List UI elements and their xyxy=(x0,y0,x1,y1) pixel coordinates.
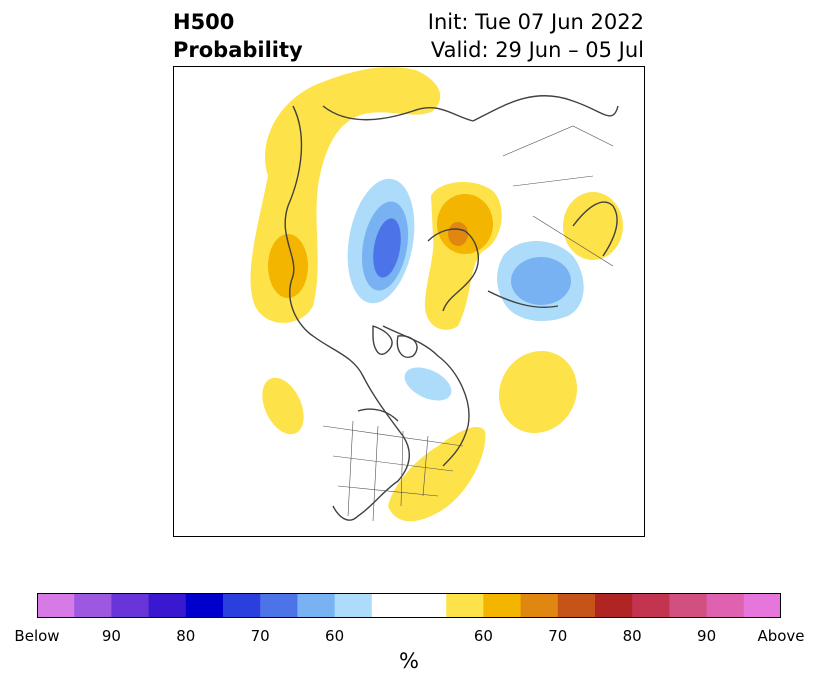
colorbar-segment xyxy=(520,593,559,618)
colorbar-segment xyxy=(148,593,187,618)
title-right: Init: Tue 07 Jun 2022 Valid: 29 Jun – 05… xyxy=(428,8,644,64)
colorbar-segment xyxy=(743,593,781,618)
coastlines xyxy=(284,95,619,521)
below-normal-shading xyxy=(347,178,584,401)
colorbar-segment xyxy=(706,593,745,618)
colorbar-tick: 70 xyxy=(548,627,568,645)
colorbar-segment xyxy=(446,593,484,618)
init-date: Init: Tue 07 Jun 2022 xyxy=(427,10,644,34)
probability-map xyxy=(173,66,645,537)
colorbar-segment xyxy=(185,593,224,618)
colorbar-segment xyxy=(223,593,261,618)
colorbar-tick: 80 xyxy=(622,627,642,645)
colorbar-segment xyxy=(260,593,298,618)
colorbar-segment xyxy=(483,593,522,618)
colorbar-segment xyxy=(334,593,373,618)
above-normal-shading xyxy=(250,66,623,522)
title-left: H500 Probability xyxy=(173,8,303,64)
colorbar-segment xyxy=(74,593,112,618)
title-variable: H500 xyxy=(173,10,235,34)
colorbar-segment xyxy=(371,593,410,618)
colorbar-segment xyxy=(632,593,670,618)
colorbar-tick: 90 xyxy=(697,627,717,645)
colorbar-tick: 70 xyxy=(250,627,270,645)
colorbar-segment xyxy=(669,593,708,618)
valid-range: Valid: 29 Jun – 05 Jul xyxy=(430,38,644,62)
colorbar-tick: Below xyxy=(14,627,60,645)
colorbar-segment xyxy=(409,593,447,618)
colorbar xyxy=(37,593,781,618)
political-borders xyxy=(322,125,614,522)
title-product: Probability xyxy=(173,38,303,62)
colorbar-tick: 80 xyxy=(176,627,196,645)
colorbar-segment xyxy=(557,593,596,618)
colorbar-segment xyxy=(595,593,633,618)
colorbar-tick: 60 xyxy=(473,627,493,645)
colorbar-tick: 90 xyxy=(101,627,121,645)
colorbar-tick: 60 xyxy=(325,627,345,645)
colorbar-segment xyxy=(297,593,336,618)
colorbar-tick: Above xyxy=(757,627,805,645)
colorbar-unit-label: % xyxy=(399,649,419,673)
colorbar-segment xyxy=(111,593,150,618)
colorbar-segment xyxy=(37,593,75,618)
